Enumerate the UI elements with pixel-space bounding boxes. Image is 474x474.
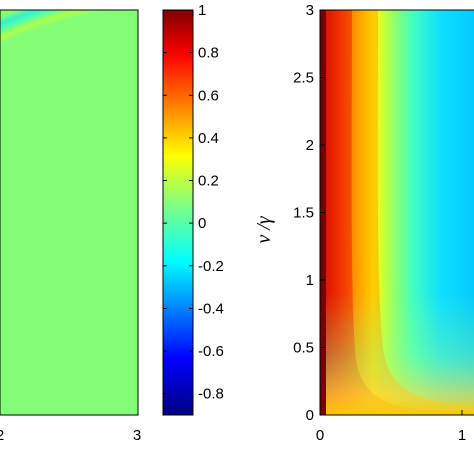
colorbar-tick-label: 0.6 xyxy=(198,87,219,104)
colorbar-tick-label: 0.4 xyxy=(198,130,219,147)
colorbar-tick-label: -0.8 xyxy=(198,386,224,403)
right-x-tick-label: 1 xyxy=(458,427,466,444)
colorbar-tick-label: -0.6 xyxy=(198,343,224,360)
colorbar-tick-label: 0.2 xyxy=(198,173,219,190)
right-y-tick-label: 2.5 xyxy=(293,70,314,87)
left-heatmap-frame xyxy=(0,9,139,416)
right-y-axis: 3 2.5 2 1.5 1 0.5 0 xyxy=(293,2,325,424)
colorbar: 1 0.8 0.6 0.4 0.2 0 -0.2 -0.4 -0.6 -0.8 xyxy=(162,2,224,416)
right-y-tick-label: 3 xyxy=(306,2,314,19)
right-y-tick-label: 1.5 xyxy=(293,205,314,222)
colorbar-frame xyxy=(162,9,194,416)
left-x-tick-label: 3 xyxy=(133,427,141,444)
right-heatmap-bottom-glow xyxy=(320,10,474,415)
colorbar-tick-label: 1 xyxy=(198,2,206,19)
left-heatmap-fringes xyxy=(0,10,138,415)
right-y-tick-label: 0.5 xyxy=(293,340,314,357)
colorbar-gradient xyxy=(163,10,193,415)
left-heatmap-panel: 2 3 xyxy=(0,9,141,444)
colorbar-tick-label: -0.2 xyxy=(198,258,224,275)
colorbar-tick-label: 0.8 xyxy=(198,45,219,62)
colorbar-ticks: 1 0.8 0.6 0.4 0.2 0 -0.2 -0.4 -0.6 -0.8 xyxy=(163,2,224,403)
right-x-axis: 0 1 xyxy=(316,410,466,444)
right-y-tick-label: 1 xyxy=(306,272,314,289)
right-heatmap-panel: 3 2.5 2 1.5 1 0.5 0 0 1 ν /γ xyxy=(253,2,474,444)
colorbar-tick-label: -0.4 xyxy=(198,300,224,317)
right-y-tick-label: 2 xyxy=(306,137,314,154)
left-x-axis: 2 3 xyxy=(0,410,141,444)
right-y-axis-label: ν /γ xyxy=(253,215,275,243)
colorbar-tick-label: 0 xyxy=(198,215,206,232)
right-y-tick-label: 0 xyxy=(306,407,314,424)
left-x-tick-label: 2 xyxy=(0,427,4,444)
right-x-tick-label: 0 xyxy=(316,427,324,444)
